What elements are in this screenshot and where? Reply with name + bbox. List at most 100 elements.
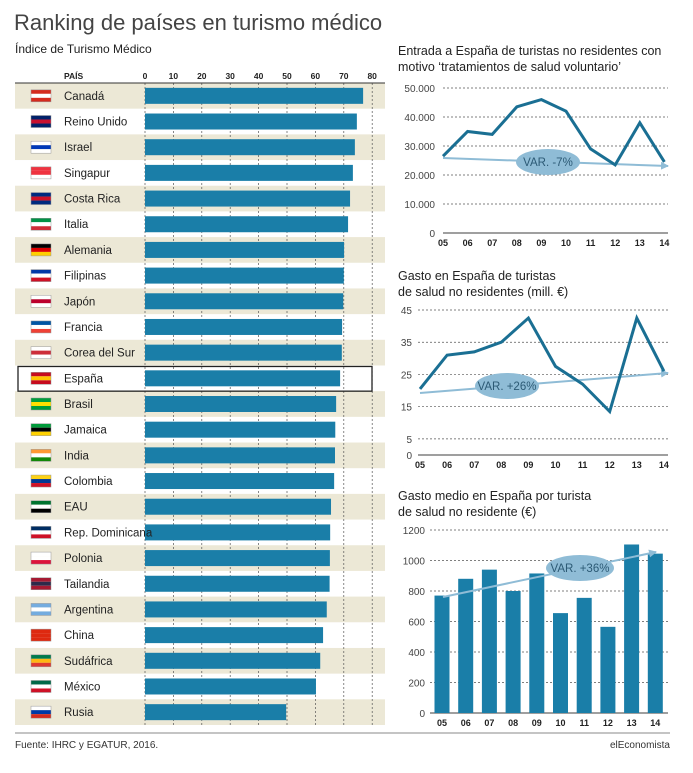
x-tick-label: 40 <box>254 71 264 81</box>
y-tick-label: 600 <box>408 618 425 629</box>
flag-stripe <box>31 500 51 505</box>
flag-border <box>30 577 52 591</box>
country-label: India <box>64 450 90 462</box>
flag-stripe <box>31 376 51 381</box>
flag-stripe <box>31 97 51 102</box>
flag-stripe <box>31 247 51 252</box>
flag-border <box>30 474 52 488</box>
flag-stripe <box>31 398 51 402</box>
country-label: Rusia <box>64 707 94 719</box>
flag-stripe <box>31 662 51 667</box>
chart-title-line: de salud no residente (€) <box>398 505 536 519</box>
flag-border <box>30 295 52 308</box>
x-tick-label: 09 <box>523 460 533 470</box>
flag-border <box>30 320 52 334</box>
japan-flag-icon <box>30 295 52 308</box>
source-note: Fuente: IHRC y EGATUR, 2016. <box>15 740 158 751</box>
y-tick-label: 35 <box>401 338 413 349</box>
brazil-flag-icon <box>30 397 52 411</box>
x-tick-label: 08 <box>512 238 522 248</box>
bar-06 <box>458 578 474 713</box>
flag-stripe <box>31 145 51 150</box>
y-tick-label: 15 <box>401 403 413 414</box>
country-label: México <box>64 681 100 693</box>
flag-stripe <box>31 372 51 377</box>
x-tick-label: 12 <box>610 238 620 248</box>
variation-ellipse <box>475 373 539 399</box>
flag-stripe <box>31 123 51 128</box>
flag-stripe <box>31 530 51 535</box>
flag-stripe <box>31 475 51 480</box>
flag-stripe <box>31 431 51 436</box>
x-tick-label: 13 <box>627 718 637 728</box>
flag-stripe <box>31 243 51 248</box>
flag-stripe <box>31 174 51 179</box>
bar-alemania <box>145 241 345 258</box>
chart-title-line: Gasto en España de turistas <box>398 269 556 283</box>
flag-stripe <box>31 380 51 385</box>
flag-border <box>30 269 52 282</box>
flag-stripe <box>31 328 51 333</box>
flag-stripe <box>31 457 51 462</box>
data-line <box>441 97 666 167</box>
flag-border <box>30 372 52 385</box>
flag-border <box>30 346 52 359</box>
bar-rep-dominicana <box>145 524 331 541</box>
flag-stripe <box>31 552 51 557</box>
poland-flag-icon <box>30 551 52 565</box>
flag-border <box>30 166 52 180</box>
costa-rica-flag-icon <box>30 192 52 205</box>
variation-label: VAR. -7% <box>523 157 573 169</box>
italy-flag-icon <box>30 217 52 231</box>
chart-title-line: Entrada a España de turistas no resident… <box>398 44 661 58</box>
flag-stripe <box>31 423 51 428</box>
flag-stripe <box>31 483 51 488</box>
flag-border <box>30 423 52 436</box>
y-tick-label: 20.000 <box>404 171 435 182</box>
x-tick-label: 50 <box>282 71 292 81</box>
china-flag-icon <box>30 628 52 642</box>
country-label: Argentina <box>64 604 114 616</box>
flag-stripe <box>31 295 51 300</box>
bar-07 <box>481 569 497 713</box>
x-tick-label: 0 <box>143 71 148 81</box>
flag-stripe <box>31 585 51 590</box>
bar-08 <box>505 591 521 713</box>
x-tick-label: 09 <box>536 238 546 248</box>
flag-stripe <box>31 192 51 197</box>
chart-title-line: de salud no residentes (mill. €) <box>398 285 568 299</box>
flag-stripe <box>31 637 51 642</box>
country-label: Polonia <box>64 553 103 565</box>
bar-costa-rica <box>145 190 351 207</box>
flag-stripe <box>31 149 51 154</box>
bar-rusia <box>145 704 287 721</box>
country-label: Israel <box>64 142 92 154</box>
variation-ellipse <box>516 149 580 175</box>
flag-border <box>30 397 52 411</box>
flag-border <box>30 243 52 257</box>
bar-india <box>145 447 335 464</box>
chart-title-line: Gasto medio en España por turista <box>398 489 591 503</box>
flag-border <box>30 603 52 616</box>
bar-10 <box>553 613 568 713</box>
flag-stripe <box>31 93 51 98</box>
x-tick-label: 07 <box>484 718 494 728</box>
country-label: Alemania <box>64 245 113 257</box>
variation-label: VAR. +36% <box>551 563 610 575</box>
flag-stripe <box>31 324 51 329</box>
dominican-republic-flag-icon <box>30 526 52 539</box>
bar-09 <box>529 573 545 713</box>
bar-china <box>145 627 324 644</box>
y-tick-label: 1200 <box>403 526 426 537</box>
country-label: Italia <box>64 219 89 231</box>
bar-israel <box>145 139 355 156</box>
uk-flag-icon <box>30 115 52 128</box>
flag-stripe <box>31 710 51 715</box>
flag-stripe <box>31 556 51 561</box>
bar-m-xico <box>145 678 316 695</box>
y-tick-label: 5 <box>406 435 412 446</box>
x-tick-label: 10 <box>550 460 560 470</box>
flag-border <box>30 526 52 539</box>
x-tick-label: 12 <box>603 718 613 728</box>
bar-colombia <box>145 473 335 490</box>
